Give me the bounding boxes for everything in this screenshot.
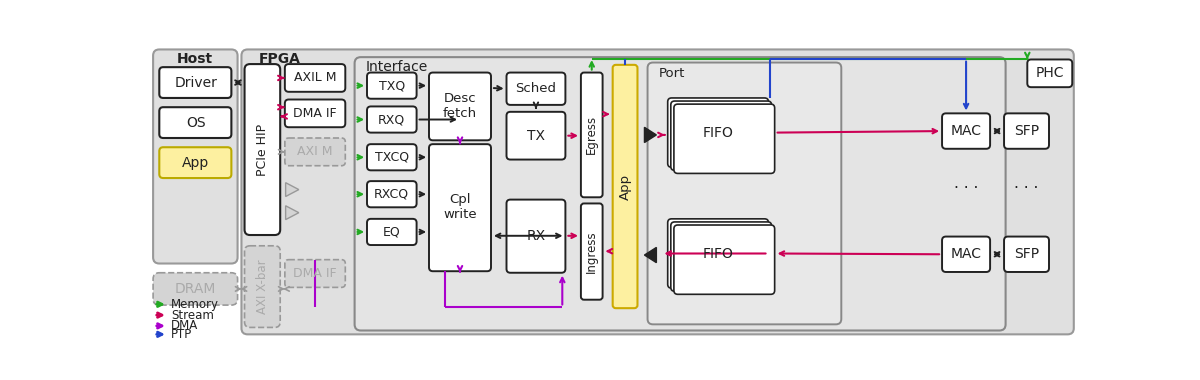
FancyBboxPatch shape <box>367 181 416 207</box>
Text: Driver: Driver <box>174 76 217 90</box>
Text: AXI M: AXI M <box>298 146 332 158</box>
FancyBboxPatch shape <box>674 104 775 173</box>
FancyBboxPatch shape <box>942 237 990 272</box>
Text: Port: Port <box>659 67 685 80</box>
Text: SFP: SFP <box>1014 124 1039 138</box>
FancyBboxPatch shape <box>430 73 491 140</box>
Text: · · ·: · · · <box>1014 180 1039 196</box>
FancyBboxPatch shape <box>671 222 772 291</box>
Text: Interface: Interface <box>366 60 427 74</box>
FancyBboxPatch shape <box>367 73 416 99</box>
FancyBboxPatch shape <box>667 219 768 288</box>
FancyBboxPatch shape <box>942 113 990 149</box>
FancyBboxPatch shape <box>160 107 232 138</box>
Text: Memory: Memory <box>170 298 218 311</box>
FancyBboxPatch shape <box>506 200 565 273</box>
Polygon shape <box>286 183 299 196</box>
FancyBboxPatch shape <box>245 246 281 328</box>
FancyBboxPatch shape <box>671 101 772 170</box>
Text: TXCQ: TXCQ <box>374 151 409 164</box>
Text: Egress: Egress <box>586 116 599 155</box>
Text: MAC: MAC <box>950 247 982 261</box>
FancyBboxPatch shape <box>284 138 346 166</box>
FancyBboxPatch shape <box>674 225 775 294</box>
Text: FIFO: FIFO <box>703 247 733 261</box>
FancyBboxPatch shape <box>284 64 346 92</box>
FancyBboxPatch shape <box>284 260 346 287</box>
Text: DMA IF: DMA IF <box>293 107 337 120</box>
Text: FIFO: FIFO <box>703 126 733 139</box>
FancyBboxPatch shape <box>1004 237 1049 272</box>
FancyBboxPatch shape <box>667 98 768 167</box>
Text: RX: RX <box>527 229 546 243</box>
FancyBboxPatch shape <box>367 106 416 133</box>
FancyBboxPatch shape <box>154 273 238 305</box>
Text: SFP: SFP <box>1014 247 1039 261</box>
FancyBboxPatch shape <box>367 144 416 170</box>
Polygon shape <box>644 247 656 263</box>
Polygon shape <box>286 206 299 220</box>
FancyBboxPatch shape <box>506 73 565 105</box>
Text: DMA: DMA <box>170 319 198 332</box>
FancyBboxPatch shape <box>613 65 637 308</box>
FancyBboxPatch shape <box>1004 113 1049 149</box>
Text: PCIe HIP: PCIe HIP <box>256 124 269 176</box>
Text: TXQ: TXQ <box>379 79 404 92</box>
FancyBboxPatch shape <box>648 63 841 325</box>
FancyBboxPatch shape <box>506 112 565 160</box>
FancyBboxPatch shape <box>154 49 238 263</box>
Text: Ingress: Ingress <box>586 230 599 272</box>
Text: FPGA: FPGA <box>258 52 300 66</box>
Text: AXIL M: AXIL M <box>294 71 336 84</box>
Text: Sched: Sched <box>516 82 557 95</box>
FancyBboxPatch shape <box>1027 59 1073 87</box>
Text: RXQ: RXQ <box>378 113 406 126</box>
Text: Stream: Stream <box>170 309 214 321</box>
FancyBboxPatch shape <box>284 100 346 127</box>
FancyBboxPatch shape <box>581 203 602 300</box>
Text: EQ: EQ <box>383 225 401 238</box>
Text: Host: Host <box>176 52 214 66</box>
Text: PTP: PTP <box>170 328 192 341</box>
Text: App: App <box>182 156 209 169</box>
Text: Cpl
write: Cpl write <box>443 193 476 221</box>
Text: Desc
fetch: Desc fetch <box>443 92 478 120</box>
Text: App: App <box>618 173 631 200</box>
FancyBboxPatch shape <box>581 73 602 197</box>
Text: OS: OS <box>186 116 205 130</box>
Text: DMA IF: DMA IF <box>293 267 337 280</box>
FancyBboxPatch shape <box>160 147 232 178</box>
Text: RXCQ: RXCQ <box>374 188 409 201</box>
Text: AXI X-bar: AXI X-bar <box>256 259 269 314</box>
Text: PHC: PHC <box>1036 66 1064 80</box>
FancyBboxPatch shape <box>430 144 491 271</box>
FancyBboxPatch shape <box>245 64 281 235</box>
FancyBboxPatch shape <box>160 67 232 98</box>
FancyBboxPatch shape <box>355 57 1006 331</box>
Text: MAC: MAC <box>950 124 982 138</box>
Text: TX: TX <box>527 129 545 143</box>
Polygon shape <box>644 127 656 142</box>
Text: · · ·: · · · <box>954 180 978 196</box>
Text: DRAM: DRAM <box>174 282 216 296</box>
FancyBboxPatch shape <box>241 49 1074 334</box>
FancyBboxPatch shape <box>367 219 416 245</box>
